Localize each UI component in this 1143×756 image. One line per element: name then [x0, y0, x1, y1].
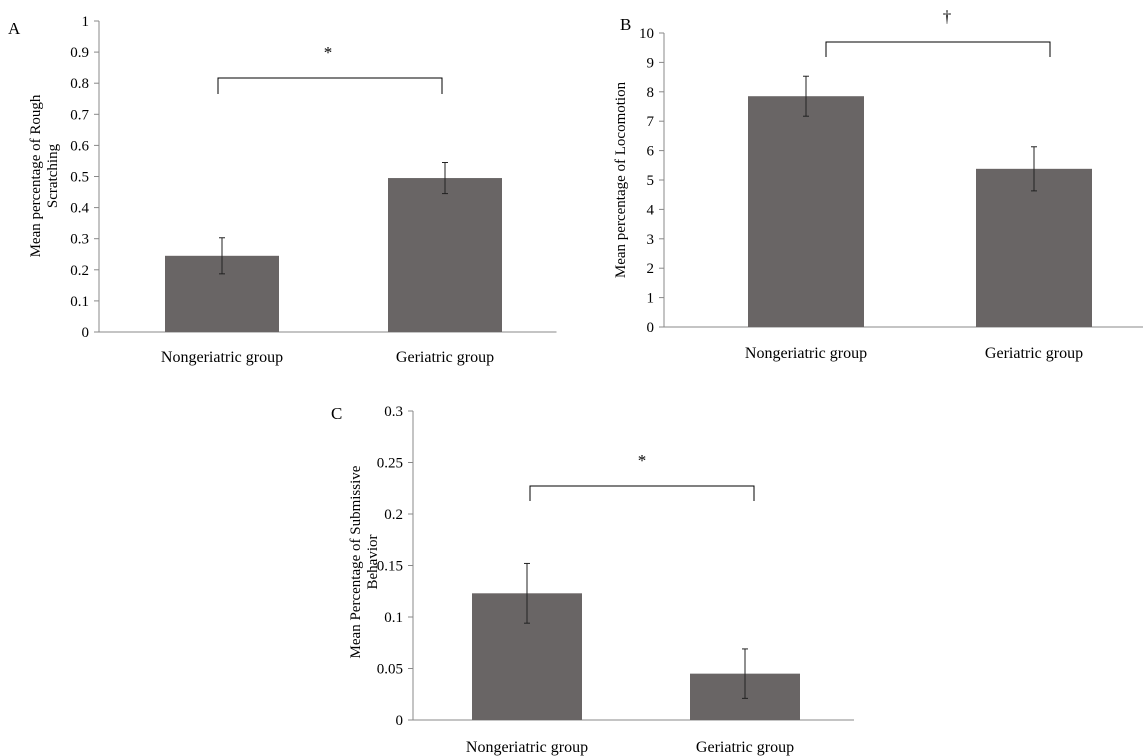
y-axis-title: Mean Percentage of Submissive — [348, 465, 364, 658]
y-tick-label: 1 — [647, 291, 655, 307]
y-tick-label: 2 — [647, 261, 655, 277]
chart-panel-a: A 0 0.1 0.2 0.3 0.4 0.5 0.6 0.7 0.8 0.9 1 Nongeriatr… — [8, 14, 557, 366]
y-tick-label: 0.1 — [384, 610, 403, 626]
category-label: Nongeriatric group — [161, 349, 283, 366]
significance-bracket — [529, 485, 755, 501]
significance-bracket — [217, 77, 443, 94]
significance-marker: * — [324, 43, 333, 62]
bar-geriatric-group — [388, 178, 502, 332]
y-tick-label: 0 — [396, 713, 404, 729]
y-tick-label: 0.2 — [70, 263, 89, 279]
category-label: Nongeriatric group — [745, 345, 867, 362]
y-tick-label: 0.15 — [377, 559, 403, 575]
y-tick-label: 0.5 — [70, 170, 89, 186]
y-axis-title: Mean percentage of Rough — [28, 94, 44, 257]
y-tick-label: 10 — [639, 26, 654, 42]
y-tick-label: 0.8 — [70, 76, 89, 92]
category-label: Nongeriatric group — [466, 739, 588, 756]
panel-letter: C — [331, 404, 342, 423]
y-tick-label: 9 — [647, 55, 655, 71]
category-label: Geriatric group — [985, 345, 1083, 362]
chart-panel-b: B 0 1 2 3 4 5 6 7 8 9 10 Nongeriatric group Geriatric… — [613, 7, 1143, 362]
y-tick-label: 3 — [647, 232, 655, 248]
y-tick-label: 5 — [647, 173, 655, 189]
bar-nongeriatric-group — [748, 96, 864, 328]
significance-bracket — [825, 41, 1051, 57]
y-axis-title: Behavior — [365, 535, 381, 590]
y-tick-label: 4 — [647, 202, 655, 218]
chart-panel-c: C 0 0.05 0.1 0.15 0.2 0.25 0.3 Nongeriatric grou… — [331, 404, 854, 756]
panel-letter: A — [8, 19, 21, 38]
y-tick-label: 0 — [647, 320, 655, 336]
bar-geriatric-group — [976, 168, 1092, 327]
significance-marker: † — [943, 7, 952, 26]
panel-letter: B — [620, 15, 631, 34]
y-tick-label: 0.7 — [70, 107, 89, 123]
y-tick-label: 0.2 — [384, 507, 403, 523]
y-tick-label: 0 — [82, 325, 90, 341]
y-axis-title: Mean percentage of Locomotion — [613, 81, 629, 278]
y-tick-label: 7 — [647, 114, 655, 130]
y-tick-label: 0.4 — [70, 201, 89, 217]
y-tick-label: 0.9 — [70, 45, 89, 61]
y-tick-label: 0.05 — [377, 662, 403, 678]
y-tick-label: 8 — [647, 85, 655, 101]
y-tick-label: 0.3 — [70, 232, 89, 248]
y-tick-label: 6 — [647, 144, 655, 160]
y-tick-label: 0.3 — [384, 404, 403, 420]
category-label: Geriatric group — [696, 739, 794, 756]
y-tick-label: 0.1 — [70, 294, 89, 310]
y-tick-label: 0.25 — [377, 456, 403, 472]
category-label: Geriatric group — [396, 349, 494, 366]
y-axis-title: Scratching — [45, 143, 61, 208]
y-tick-label: 1 — [82, 14, 90, 30]
y-tick-label: 0.6 — [70, 138, 89, 154]
significance-marker: * — [638, 451, 647, 470]
